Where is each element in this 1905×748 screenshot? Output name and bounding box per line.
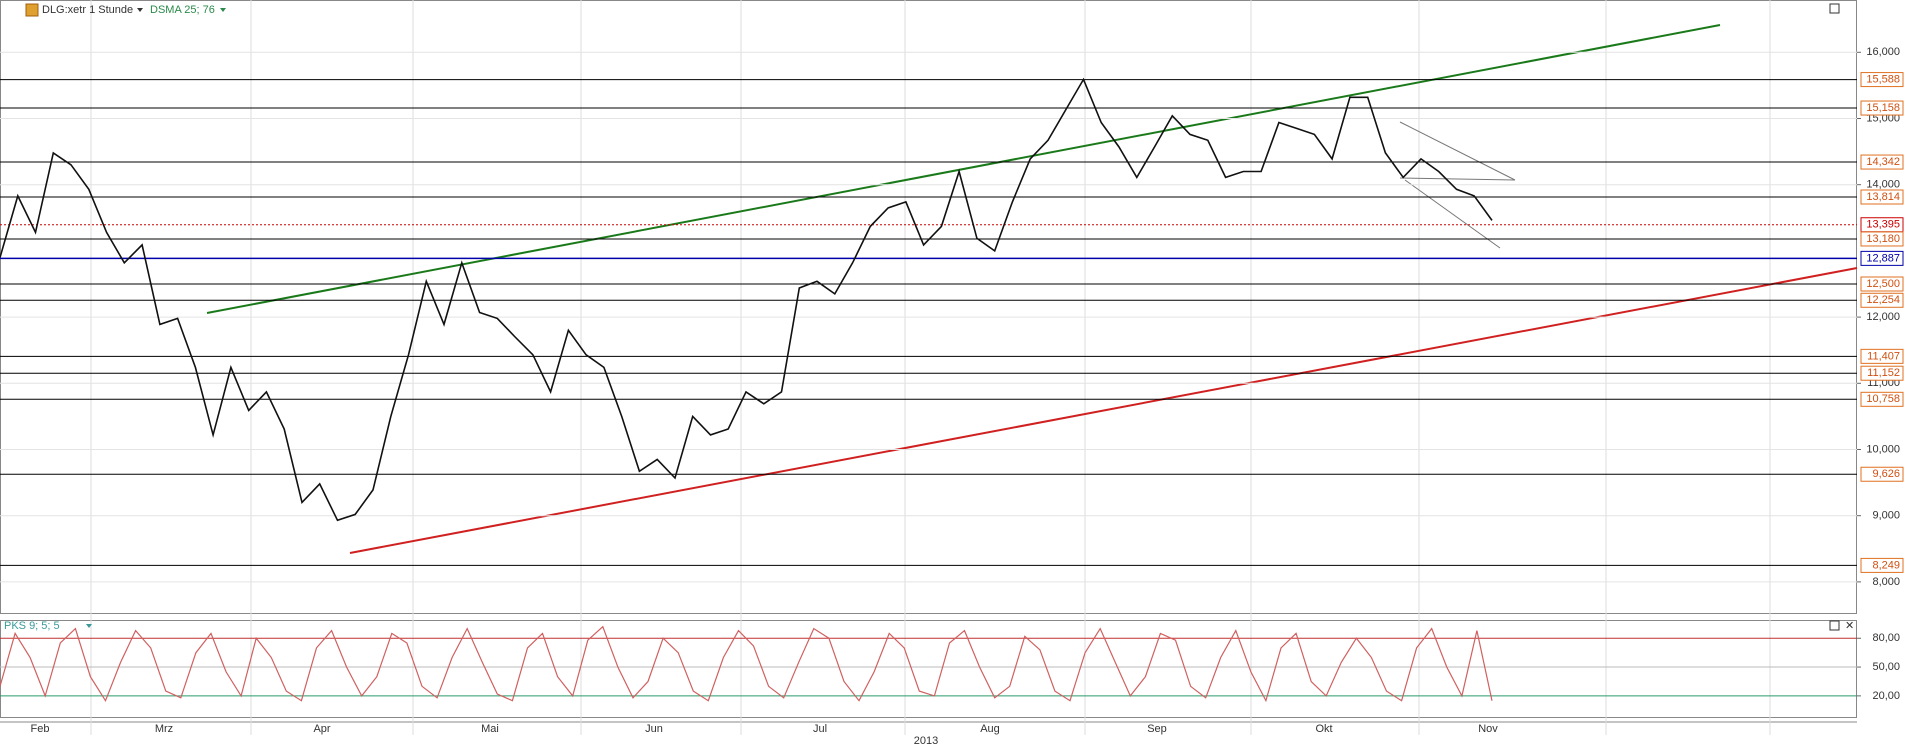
level-label-box <box>1860 250 1904 266</box>
price-line <box>0 625 1493 703</box>
x-tick-label: Aug <box>980 723 1000 735</box>
main-panel <box>0 0 1857 614</box>
level-label-box <box>1860 365 1904 381</box>
level-label: 12,500 <box>1866 278 1900 290</box>
maximize-button[interactable] <box>1829 620 1840 631</box>
close-button[interactable]: ✕ <box>1845 620 1854 632</box>
level-label: 15,588 <box>1866 73 1900 85</box>
x-tick-label: Nov <box>1478 723 1498 735</box>
chart-title[interactable]: DLG:xetr 1 Stunde <box>42 4 133 16</box>
channel-line <box>1399 121 1516 181</box>
level-label-box <box>1860 231 1904 247</box>
x-tick-label: Okt <box>1315 723 1332 735</box>
x-tick-label: Mai <box>481 723 499 735</box>
y-tick-label: 50,00 <box>1872 661 1900 673</box>
level-label: 12,887 <box>1866 252 1900 264</box>
price-line <box>0 77 1493 522</box>
level-label: 8,249 <box>1872 559 1900 571</box>
level-label-box <box>1860 557 1904 573</box>
trend-line <box>349 267 1858 554</box>
x-tick-label: Feb <box>31 723 50 735</box>
level-label-box <box>1860 391 1904 407</box>
level-label: 9,626 <box>1872 468 1900 480</box>
level-label: 11,407 <box>1867 350 1900 362</box>
x-tick-label: Jul <box>813 723 827 735</box>
level-label-box <box>1860 348 1904 364</box>
y-tick-label: 12,000 <box>1866 311 1900 323</box>
level-label-box <box>1860 154 1904 170</box>
level-label-box <box>1860 72 1904 88</box>
level-label-box <box>1860 466 1904 482</box>
level-label: 10,758 <box>1866 393 1900 405</box>
y-tick-label: 9,000 <box>1872 510 1900 522</box>
indicator-title[interactable]: PKS 9; 5; 5 <box>4 620 60 632</box>
level-label: 15,158 <box>1866 102 1900 114</box>
level-label: 13,814 <box>1866 191 1900 203</box>
level-label-box <box>1860 276 1904 292</box>
indicator-panel <box>0 620 1857 718</box>
x-tick-label: Jun <box>645 723 663 735</box>
dropdown-arrow[interactable] <box>86 624 92 628</box>
level-label-box <box>1860 100 1904 116</box>
dropdown-arrow[interactable] <box>220 8 226 12</box>
y-tick-label: 10,000 <box>1866 443 1900 455</box>
level-label-box <box>1860 189 1904 205</box>
y-tick-label: 80,00 <box>1872 632 1900 644</box>
y-tick-label: 16,000 <box>1866 46 1900 58</box>
x-tick-label: Apr <box>313 723 330 735</box>
maximize-button[interactable] <box>1829 3 1840 14</box>
level-label: 11,152 <box>1867 367 1900 379</box>
indicator-legend[interactable]: DSMA 25; 76 <box>150 4 215 16</box>
y-tick-label: 8,000 <box>1872 576 1900 588</box>
symbol-icon[interactable] <box>25 3 39 17</box>
vertical-grid <box>90 0 1771 735</box>
x-tick-label: Mrz <box>155 723 173 735</box>
level-label: 13,395 <box>1866 219 1900 231</box>
level-label: 13,180 <box>1866 233 1900 245</box>
level-label-box <box>1860 292 1904 308</box>
x-tick-label: Sep <box>1147 723 1167 735</box>
channel-line <box>1399 177 1516 181</box>
level-label: 12,254 <box>1866 294 1900 306</box>
x-axis-label: 2013 <box>914 735 938 747</box>
trend-line <box>206 24 1721 314</box>
level-label: 14,342 <box>1866 156 1900 168</box>
dropdown-arrow[interactable] <box>137 8 143 12</box>
y-tick-label: 14,000 <box>1866 179 1900 191</box>
channel-line <box>1404 179 1501 249</box>
y-tick-label: 20,00 <box>1872 690 1900 702</box>
